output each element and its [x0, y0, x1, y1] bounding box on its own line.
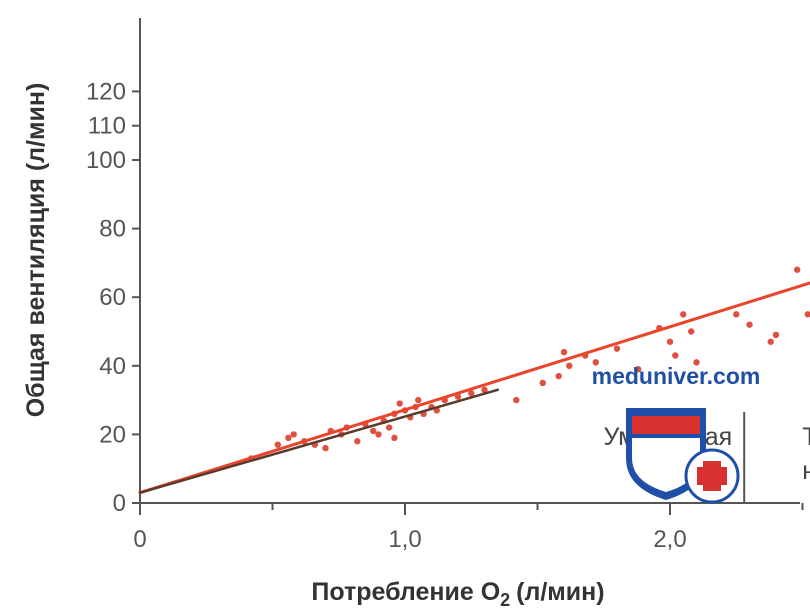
x-axis-title: Потребление O2 (л/мин): [311, 578, 604, 610]
data-point: [666, 338, 674, 345]
y-tick-label: 120: [86, 78, 126, 105]
data-point: [560, 348, 568, 356]
y-tick-label: 100: [86, 147, 126, 174]
data-point: [733, 311, 740, 318]
y-tick-label: 20: [99, 421, 126, 448]
x-axis-title-unit: (л/мин): [516, 578, 604, 606]
data-point: [555, 372, 562, 380]
y-tick-label: 110: [88, 113, 126, 140]
data-point: [396, 400, 403, 407]
data-point: [592, 359, 599, 366]
regression-line: [138, 281, 810, 495]
data-point: [672, 352, 679, 359]
watermark-text: meduniver.com: [592, 363, 761, 389]
data-point: [693, 359, 700, 366]
y-axis: 0 20 40 60 80 100 110 120: [86, 18, 141, 517]
zone-label-line2: нагрузка: [802, 457, 810, 485]
data-point: [804, 311, 810, 318]
data-point: [370, 427, 377, 435]
data-point: [688, 328, 695, 335]
x-axis-title-subscript: 2: [500, 590, 510, 610]
data-point: [746, 321, 753, 328]
x-tick-label: 2,0: [653, 526, 686, 553]
early-regression-line: [138, 388, 499, 494]
y-tick-label: 0: [113, 490, 126, 517]
watermark: meduniver.com: [592, 363, 761, 504]
data-point: [539, 379, 546, 387]
data-point: [481, 386, 488, 394]
fit-lines: [138, 281, 810, 495]
data-point: [385, 424, 393, 431]
data-point: [680, 311, 687, 318]
x-tick-label: 1,0: [388, 526, 421, 553]
data-point: [391, 434, 398, 442]
x-tick-label: 0: [133, 526, 146, 553]
x-axis: 01,02,03,04,0: [133, 502, 804, 553]
data-point: [767, 338, 774, 345]
data-point: [468, 390, 475, 397]
zone-label-line1: Тяжелая: [802, 423, 810, 451]
data-point: [375, 431, 382, 438]
data-point: [274, 441, 281, 448]
medical-cross-icon: [684, 448, 740, 504]
y-axis-title: Общая вентиляция (л/мин): [22, 83, 50, 418]
data-point: [513, 396, 520, 404]
data-points: [248, 266, 810, 462]
data-point: [772, 331, 780, 339]
y-tick-label: 80: [99, 216, 126, 243]
data-point: [566, 362, 573, 369]
y-tick-label: 60: [99, 284, 126, 311]
data-point: [794, 266, 801, 273]
data-point: [290, 431, 297, 438]
data-point: [415, 396, 422, 404]
data-point: [285, 434, 292, 442]
data-point: [322, 444, 329, 452]
y-tick-label: 40: [99, 353, 126, 380]
data-point: [613, 345, 621, 352]
data-point: [354, 438, 361, 445]
data-point: [635, 366, 642, 373]
